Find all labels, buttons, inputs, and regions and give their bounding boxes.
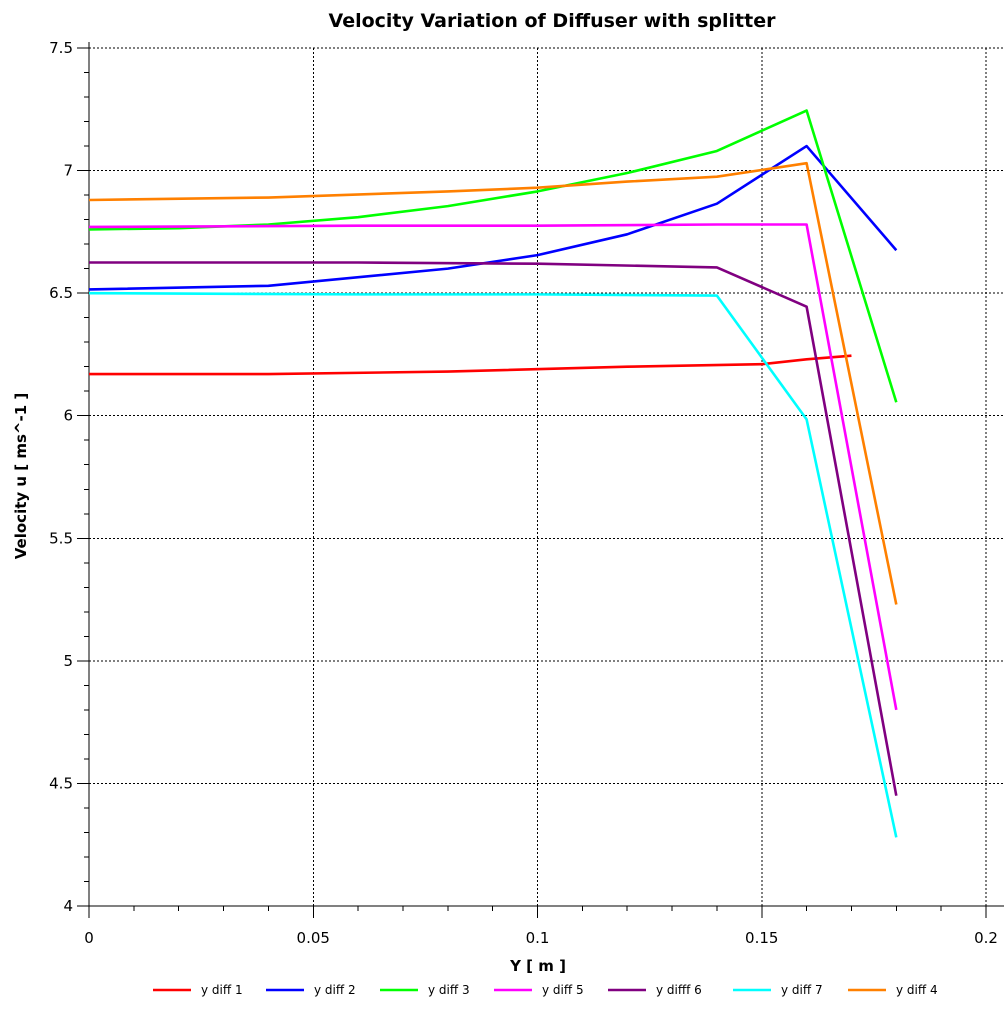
series-layer [88,109,898,838]
legend-label: y diff 7 [781,983,823,997]
y-tick-label: 6 [63,407,73,425]
chart-title: Velocity Variation of Diffuser with spli… [329,10,777,32]
y-tick-label: 4.5 [49,774,73,792]
y-tick-label: 7.5 [49,39,73,57]
axes-layer: 4 4.5 5 5.5 6 6.5 7 7.5 0 0.05 0.1 0.15 0.2 [49,39,1004,947]
legend-label: y diff 3 [428,983,470,997]
series-line-2 [88,144,898,291]
legend-label: y diff 1 [201,983,243,997]
legend-label: y diff 2 [314,983,356,997]
series-line-5 [89,261,898,796]
legend-label: y diff 5 [542,983,584,997]
legend: y diff 1 y diff 2 y diff 3 y diff 5 y difff … [153,983,938,997]
x-axis-title: Y [ m ] [509,957,566,975]
legend-item: y difff 6 [608,983,702,997]
y-tick-label: 4 [63,897,73,915]
y-axis-title: Velocity u [ ms^-1 ] [12,393,30,559]
y-tick-label: 7 [63,162,73,180]
legend-label: y difff 6 [656,983,702,997]
legend-item: y diff 3 [380,983,470,997]
x-tick-label: 0 [84,929,94,947]
legend-item: y diff 5 [494,983,584,997]
series-line-4 [88,223,898,711]
legend-label: y diff 4 [896,983,938,997]
legend-item: y diff 4 [848,983,938,997]
legend-item: y diff 2 [266,983,356,997]
grid-layer [88,47,1004,916]
series-line-1 [89,354,852,376]
series-line-6 [88,291,898,838]
legend-item: y diff 1 [153,983,243,997]
legend-item: y diff 7 [733,983,823,997]
x-tick-label: 0.05 [297,929,330,947]
y-tick-label: 6.5 [49,284,73,302]
series-line-7 [88,161,898,605]
series-line-3 [88,109,898,403]
x-tick-label: 0.2 [974,929,998,947]
y-tick-label: 5.5 [49,529,73,547]
x-tick-label: 0.1 [526,929,550,947]
x-tick-label: 0.15 [745,929,778,947]
y-tick-label: 5 [63,652,73,670]
